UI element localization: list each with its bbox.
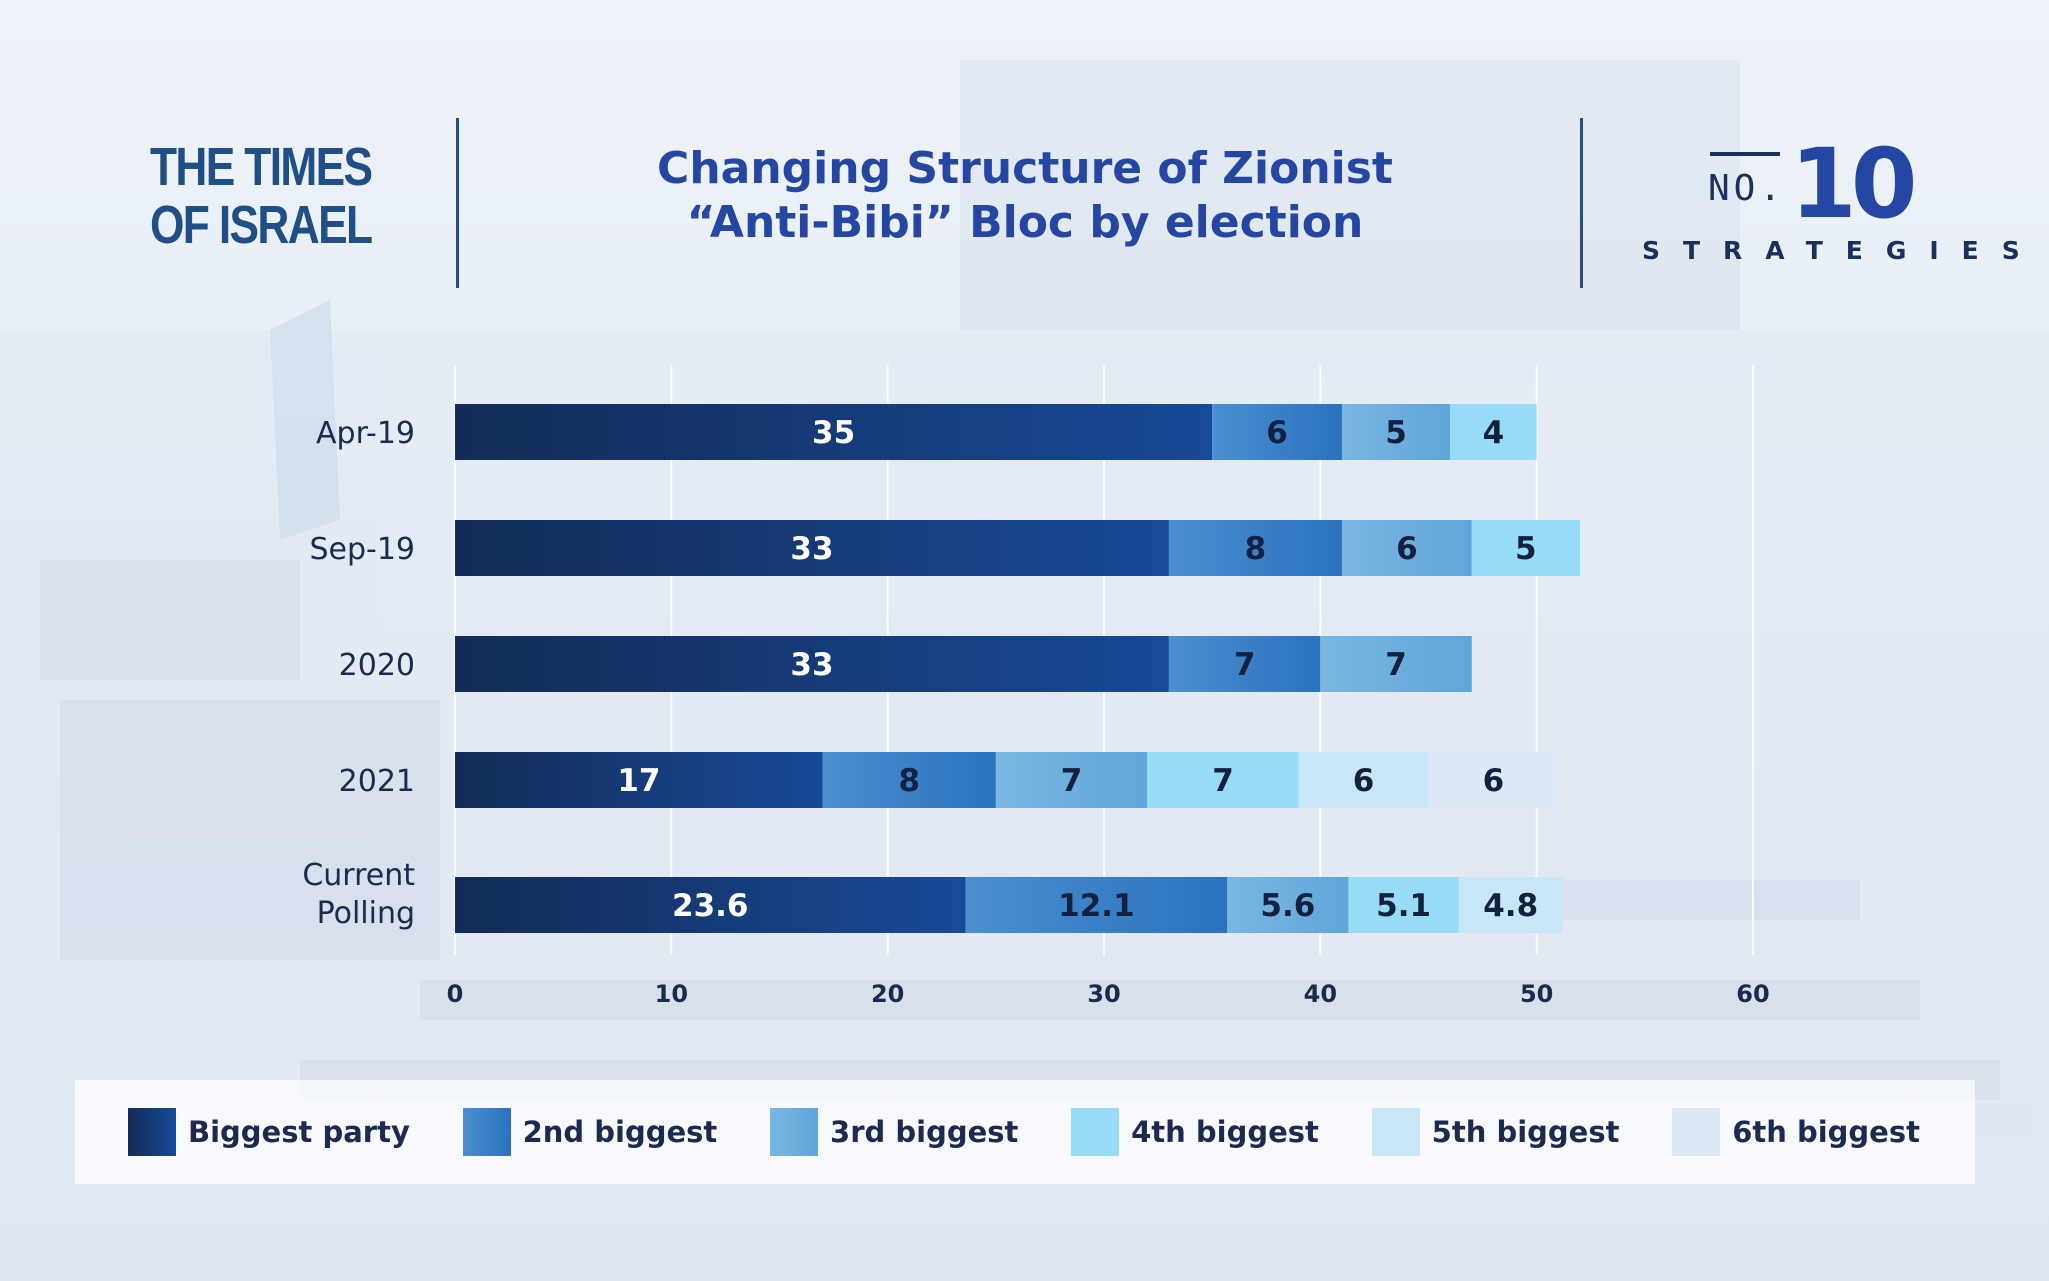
bar-3-4 bbox=[1298, 752, 1429, 808]
bar-1-2 bbox=[1341, 520, 1472, 576]
legend-label-1: Biggest party bbox=[188, 1115, 410, 1149]
legend-item-6: 6th biggest bbox=[1672, 1108, 1920, 1156]
data-label-4-2: 5.6 bbox=[1260, 888, 1315, 924]
category-label-1: Sep-19 bbox=[309, 532, 415, 567]
bar-3-5 bbox=[1428, 752, 1559, 808]
no10-strategies-logo: NO. 10 STRATEGIES bbox=[1640, 128, 2020, 270]
legend-item-1: Biggest party bbox=[128, 1108, 410, 1156]
data-label-3-3: 7 bbox=[1212, 763, 1234, 799]
bar-3-3 bbox=[1147, 752, 1299, 808]
times-of-israel-logo: THE TIMES OF ISRAEL bbox=[150, 137, 373, 255]
bar-4-3 bbox=[1348, 877, 1459, 933]
data-label-2-2: 7 bbox=[1385, 647, 1407, 683]
legend-swatch-1 bbox=[128, 1108, 176, 1156]
data-label-3-4: 6 bbox=[1353, 763, 1375, 799]
bar-0-2 bbox=[1341, 404, 1451, 460]
bar-1-3 bbox=[1471, 520, 1580, 576]
legend-item-5: 5th biggest bbox=[1371, 1108, 1620, 1156]
legend-label-4: 4th biggest bbox=[1131, 1115, 1319, 1149]
bar-2-0 bbox=[455, 636, 1169, 692]
data-label-1-1: 8 bbox=[1245, 531, 1267, 567]
legend-swatch-5 bbox=[1371, 1108, 1420, 1156]
x-tick-label-60: 60 bbox=[1736, 980, 1769, 1008]
bar-4-2 bbox=[1227, 877, 1349, 933]
data-label-4-1: 12.1 bbox=[1058, 888, 1135, 924]
bar-4-1 bbox=[965, 877, 1228, 933]
category-label-2: 2020 bbox=[339, 648, 415, 683]
chart-legend: Biggest party 2nd biggest 3rd biggest 4th b… bbox=[75, 1080, 1975, 1184]
logo-number: 10 bbox=[1790, 128, 1918, 240]
bar-2-1 bbox=[1168, 636, 1321, 692]
header: THE TIMES OF ISRAEL Changing Structure o… bbox=[0, 0, 2049, 300]
x-tick-label-50: 50 bbox=[1520, 980, 1553, 1008]
logo-bar bbox=[1710, 152, 1780, 156]
x-tick-label-0: 0 bbox=[447, 980, 464, 1008]
data-label-0-1: 6 bbox=[1266, 415, 1288, 451]
legend-label-3: 3rd biggest bbox=[830, 1115, 1019, 1149]
legend-label-6: 6th biggest bbox=[1732, 1115, 1920, 1149]
title-line-2: “Anti-Bibi” Bloc by election bbox=[686, 197, 1364, 248]
bar-0-3 bbox=[1450, 404, 1537, 460]
x-tick-label-20: 20 bbox=[871, 980, 904, 1008]
data-label-1-2: 6 bbox=[1396, 531, 1418, 567]
divider-left bbox=[456, 118, 459, 288]
logo-line-1: THE TIMES bbox=[150, 137, 373, 197]
data-label-2-1: 7 bbox=[1234, 647, 1256, 683]
category-label-4-line-0: Current bbox=[302, 858, 415, 893]
logo-word: STRATEGIES bbox=[1642, 236, 2043, 265]
data-label-0-2: 5 bbox=[1385, 415, 1407, 451]
title-line-1: Changing Structure of Zionist bbox=[657, 143, 1393, 194]
data-label-3-2: 7 bbox=[1061, 763, 1083, 799]
legend-swatch-2 bbox=[462, 1108, 511, 1156]
legend-label-2: 2nd biggest bbox=[522, 1115, 718, 1149]
legend-item-4: 4th biggest bbox=[1071, 1108, 1319, 1156]
bar-2-2 bbox=[1320, 636, 1472, 692]
chart-title: Changing Structure of Zionist “Anti-Bibi… bbox=[470, 142, 1580, 250]
bar-3-1 bbox=[822, 752, 996, 808]
data-label-0-3: 4 bbox=[1483, 415, 1505, 451]
data-label-3-1: 8 bbox=[899, 763, 921, 799]
data-label-0-0: 35 bbox=[812, 415, 855, 451]
legend-swatch-6 bbox=[1672, 1108, 1721, 1156]
data-label-3-0: 17 bbox=[617, 763, 660, 799]
data-label-3-5: 6 bbox=[1483, 763, 1505, 799]
x-tick-label-40: 40 bbox=[1304, 980, 1337, 1008]
data-label-4-3: 5.1 bbox=[1376, 888, 1431, 924]
bar-0-1 bbox=[1212, 404, 1342, 460]
x-tick-label-10: 10 bbox=[655, 980, 688, 1008]
bar-3-0 bbox=[455, 752, 823, 808]
category-label-0: Apr-19 bbox=[316, 416, 415, 451]
bar-1-1 bbox=[1168, 520, 1342, 576]
bar-1-0 bbox=[455, 520, 1169, 576]
logo-no: NO. bbox=[1708, 168, 1786, 209]
category-label-4-line-1: Polling bbox=[317, 896, 415, 931]
legend-label-5: 5th biggest bbox=[1431, 1115, 1620, 1149]
logo-line-2: OF ISRAEL bbox=[150, 195, 373, 255]
bar-4-4 bbox=[1458, 877, 1563, 933]
legend-swatch-3 bbox=[770, 1108, 819, 1156]
data-label-4-4: 4.8 bbox=[1483, 888, 1538, 924]
x-tick-label-30: 30 bbox=[1087, 980, 1120, 1008]
divider-right bbox=[1580, 118, 1583, 288]
bar-0-0 bbox=[455, 404, 1213, 460]
category-label-3: 2021 bbox=[339, 764, 415, 799]
bar-4-0 bbox=[455, 877, 966, 933]
data-label-1-3: 5 bbox=[1515, 531, 1537, 567]
data-label-2-0: 33 bbox=[790, 647, 833, 683]
legend-item-3: 3rd biggest bbox=[770, 1108, 1018, 1156]
legend-item-2: 2nd biggest bbox=[462, 1108, 718, 1156]
data-label-4-0: 23.6 bbox=[672, 888, 749, 924]
data-label-1-0: 33 bbox=[790, 531, 833, 567]
bar-3-2 bbox=[995, 752, 1148, 808]
legend-swatch-4 bbox=[1071, 1108, 1120, 1156]
